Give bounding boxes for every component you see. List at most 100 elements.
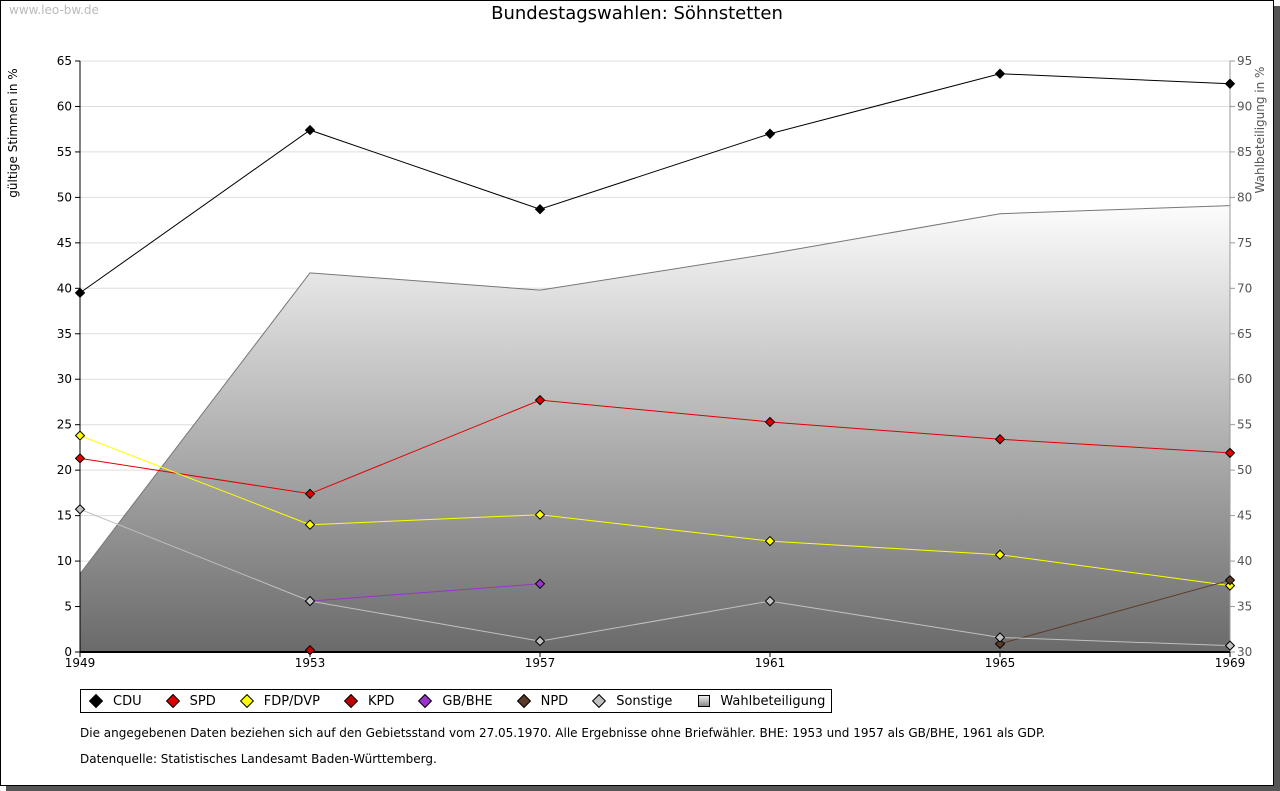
point-cdu-1965 bbox=[994, 68, 1006, 79]
legend-label: NPD bbox=[540, 693, 569, 709]
point-fdp-dvp-1965 bbox=[994, 549, 1006, 560]
point-cdu-1969 bbox=[1224, 78, 1236, 89]
point-spd-1969 bbox=[1224, 447, 1236, 459]
point-sonstige-1957 bbox=[534, 635, 546, 647]
legend-marker-icon bbox=[592, 693, 607, 709]
x-tick-label-1965: 1965 bbox=[985, 656, 1016, 670]
point-fdp-dvp-1961 bbox=[764, 535, 776, 547]
y2-tick-label: 90 bbox=[1237, 99, 1252, 113]
point-sonstige-1953 bbox=[304, 595, 316, 607]
legend-marker-icon bbox=[88, 693, 104, 709]
point-sonstige-1969 bbox=[1224, 640, 1236, 651]
point-fdp-dvp-1969 bbox=[1224, 580, 1236, 591]
legend-item-wahlbeteiligung: Wahlbeteiligung bbox=[694, 694, 825, 709]
turnout-line bbox=[79, 205, 1231, 575]
legend-marker-icon bbox=[343, 693, 359, 709]
x-tick-label-1953: 1953 bbox=[295, 656, 326, 670]
y-tick-label: 5 bbox=[64, 600, 72, 614]
y2-tick-label: 60 bbox=[1237, 372, 1252, 386]
legend-label: SPD bbox=[189, 693, 216, 709]
y-tick-label: 20 bbox=[57, 463, 72, 477]
y-axis-label: gültige Stimmen in % bbox=[6, 68, 20, 197]
series-line-gb-bhe bbox=[309, 583, 541, 602]
legend-marker-icon bbox=[165, 693, 180, 709]
y2-tick-label: 85 bbox=[1237, 145, 1252, 159]
y-tick-label: 0 bbox=[64, 645, 72, 659]
y-tick-label: 60 bbox=[57, 99, 72, 113]
legend-label: Wahlbeteiligung bbox=[720, 693, 826, 709]
x-tick-label-1949: 1949 bbox=[65, 656, 96, 670]
legend-item-gb-bhe: GB/BHE bbox=[416, 693, 493, 709]
series-line-cdu bbox=[79, 73, 1231, 294]
point-npd-1965 bbox=[994, 638, 1006, 650]
y-tick-label: 40 bbox=[57, 281, 72, 295]
point-spd-1949 bbox=[74, 453, 86, 464]
point-spd-1965 bbox=[994, 434, 1006, 445]
y2-tick-label: 80 bbox=[1237, 190, 1252, 204]
y-tick-label: 35 bbox=[57, 327, 72, 341]
series-line-npd bbox=[999, 579, 1231, 645]
y2-tick-label: 70 bbox=[1237, 281, 1252, 295]
point-spd-1953 bbox=[304, 488, 316, 500]
point-sonstige-1961 bbox=[764, 595, 776, 607]
point-cdu-1949 bbox=[74, 287, 86, 299]
legend-area-icon bbox=[698, 695, 711, 707]
point-sonstige-1949 bbox=[74, 504, 86, 515]
y-tick-label: 10 bbox=[57, 554, 72, 568]
legend-label: CDU bbox=[113, 693, 142, 709]
legend-label: GB/BHE bbox=[442, 693, 493, 709]
series-line-spd bbox=[79, 399, 1231, 495]
y2-tick-label: 50 bbox=[1237, 463, 1252, 477]
legend-item-fdp-dvp: FDP/DVP bbox=[238, 694, 320, 709]
legend-label: KPD bbox=[367, 693, 395, 709]
legend-item-kpd: KPD bbox=[342, 694, 394, 709]
point-sonstige-1965 bbox=[994, 632, 1006, 643]
turnout-area bbox=[80, 205, 1230, 652]
legend-marker-icon bbox=[516, 693, 531, 709]
legend-item-cdu: CDU bbox=[87, 694, 142, 709]
point-npd-1969 bbox=[1224, 574, 1236, 586]
y2-tick-label: 45 bbox=[1237, 509, 1252, 523]
watermark: www.leo-bw.de bbox=[9, 3, 99, 17]
point-cdu-1953 bbox=[304, 124, 316, 136]
y2-tick-label: 75 bbox=[1237, 236, 1252, 250]
y2-tick-label: 35 bbox=[1237, 600, 1252, 614]
legend-item-spd: SPD bbox=[164, 694, 216, 709]
x-tick-label-1969: 1969 bbox=[1215, 656, 1246, 670]
note-datenquelle: Datenquelle: Statistisches Landesamt Bad… bbox=[80, 752, 437, 766]
point-spd-1957 bbox=[534, 394, 546, 406]
legend-marker-icon bbox=[239, 693, 254, 709]
y-tick-label: 25 bbox=[57, 418, 72, 432]
y-tick-label: 50 bbox=[57, 190, 72, 204]
point-gb-bhe-1957 bbox=[534, 578, 546, 590]
point-fdp-dvp-1957 bbox=[534, 509, 546, 520]
y2-axis-label: Wahlbeteiligung in % bbox=[1253, 67, 1267, 194]
note-gebietsstand: Die angegebenen Daten beziehen sich auf … bbox=[80, 726, 1046, 740]
y-tick-label: 15 bbox=[57, 509, 72, 523]
x-tick-label-1961: 1961 bbox=[755, 656, 786, 670]
y-tick-label: 45 bbox=[57, 236, 72, 250]
y2-tick-label: 55 bbox=[1237, 418, 1252, 432]
legend-label: FDP/DVP bbox=[263, 693, 320, 709]
point-cdu-1961 bbox=[764, 128, 776, 139]
legend-item-npd: NPD bbox=[515, 693, 569, 709]
legend-label: Sonstige bbox=[616, 693, 673, 709]
legend: CDU SPD FDP/DVP KPD GB/BHE NPD Sonstige Wahlbet… bbox=[80, 689, 833, 713]
y-tick-label: 30 bbox=[57, 372, 72, 386]
point-kpd-1953 bbox=[304, 644, 316, 656]
legend-marker-icon bbox=[418, 693, 433, 709]
point-fdp-dvp-1953 bbox=[304, 519, 316, 530]
y2-tick-label: 65 bbox=[1237, 327, 1252, 341]
y2-tick-label: 95 bbox=[1237, 54, 1252, 68]
y-tick-label: 65 bbox=[57, 54, 72, 68]
point-fdp-dvp-1949 bbox=[74, 430, 86, 441]
y-tick-label: 55 bbox=[57, 145, 72, 159]
x-tick-label-1957: 1957 bbox=[525, 656, 556, 670]
y2-tick-label: 30 bbox=[1237, 645, 1252, 659]
point-spd-1961 bbox=[764, 416, 776, 428]
point-cdu-1957 bbox=[534, 203, 546, 215]
y2-tick-label: 40 bbox=[1237, 554, 1252, 568]
legend-item-sonstige: Sonstige bbox=[590, 694, 672, 709]
series-line-sonstige bbox=[79, 508, 1231, 647]
series-line-fdp-dvp bbox=[79, 435, 1231, 587]
